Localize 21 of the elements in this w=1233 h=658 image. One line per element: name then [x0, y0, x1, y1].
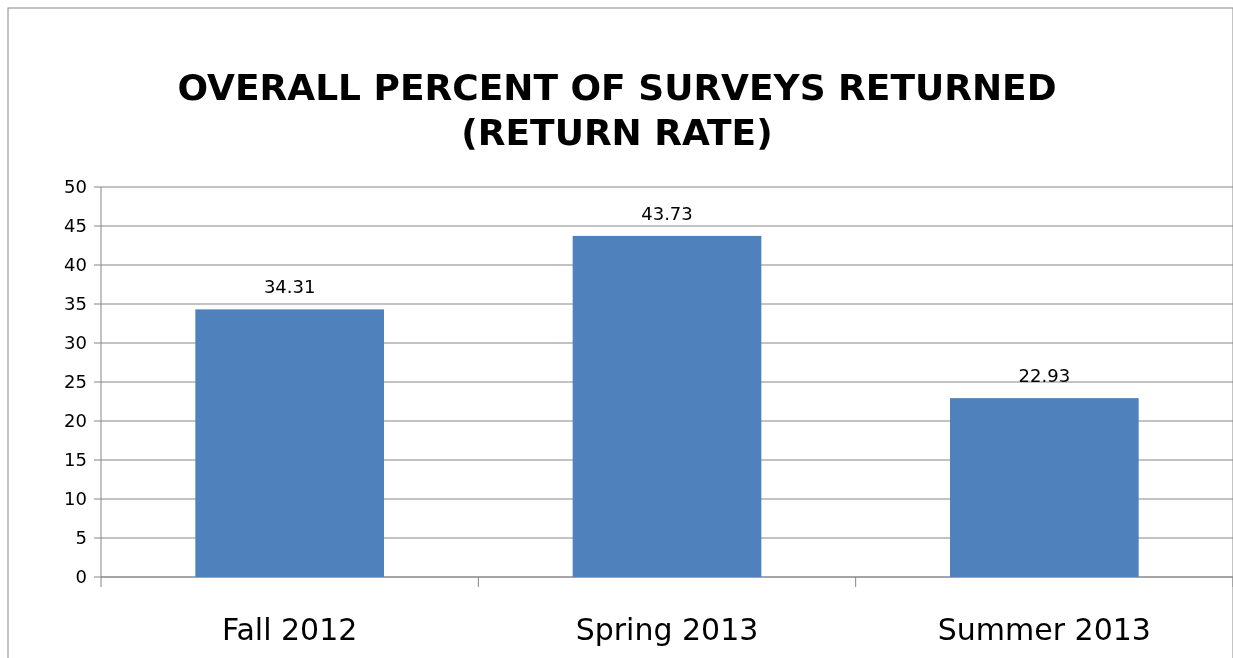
y-tick-label: 45 — [64, 215, 87, 237]
y-tick-label: 15 — [64, 449, 87, 471]
y-tick-label: 5 — [75, 527, 87, 549]
bar — [950, 398, 1139, 577]
x-tick-label: Summer 2013 — [937, 612, 1151, 647]
x-tick-label: Fall 2012 — [221, 612, 358, 647]
chart-title: OVERALL PERCENT OF SURVEYS RETURNED (RETURN RATE) — [177, 67, 1057, 153]
y-tick-label: 0 — [75, 566, 87, 588]
x-tick-label: Spring 2013 — [575, 612, 759, 647]
data-label: 22.93 — [1018, 365, 1071, 387]
bar — [195, 309, 384, 577]
bar — [572, 235, 762, 577]
y-tick-label: 10 — [64, 488, 87, 510]
y-tick-label: 20 — [64, 410, 87, 432]
y-tick-label: 40 — [64, 254, 87, 276]
y-tick-label: 25 — [64, 371, 87, 393]
data-label: 34.31 — [263, 276, 316, 298]
data-label: 43.73 — [641, 202, 693, 224]
y-tick-label: 35 — [64, 293, 87, 315]
y-tick-label: 30 — [64, 332, 87, 354]
y-tick-label: 50 — [64, 176, 87, 198]
